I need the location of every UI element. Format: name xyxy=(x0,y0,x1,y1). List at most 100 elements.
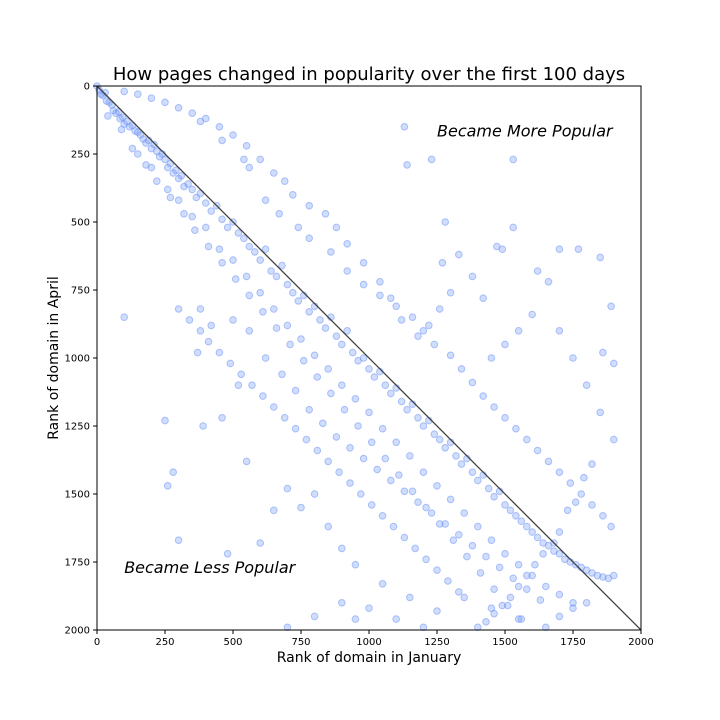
data-point xyxy=(542,582,550,591)
data-point xyxy=(433,566,441,575)
data-point xyxy=(392,302,401,311)
data-point xyxy=(313,373,322,381)
data-point xyxy=(196,117,205,126)
data-point xyxy=(188,185,196,194)
y-tick-label: 2000 xyxy=(65,626,90,637)
data-point xyxy=(607,522,615,531)
data-point xyxy=(291,424,300,433)
data-point xyxy=(313,446,322,455)
data-point xyxy=(397,316,406,324)
data-point xyxy=(207,207,215,215)
data-point xyxy=(463,552,471,561)
data-point xyxy=(332,223,341,232)
data-point xyxy=(256,539,265,547)
data-point xyxy=(376,278,384,286)
data-point xyxy=(571,498,580,507)
data-point xyxy=(441,444,450,452)
data-point xyxy=(294,223,303,232)
data-point xyxy=(528,571,537,580)
data-point xyxy=(397,397,406,406)
data-point xyxy=(340,405,349,414)
data-point xyxy=(370,373,379,381)
data-point xyxy=(555,612,564,621)
data-point xyxy=(498,601,507,610)
data-point xyxy=(582,381,591,390)
data-point xyxy=(215,348,224,357)
data-point xyxy=(319,419,327,428)
data-point xyxy=(490,609,498,618)
data-point xyxy=(332,332,341,341)
data-point xyxy=(555,468,564,477)
x-tick-label: 750 xyxy=(291,637,310,648)
data-point xyxy=(419,623,428,632)
data-point xyxy=(196,327,205,335)
data-point xyxy=(411,544,420,553)
data-point xyxy=(136,131,145,139)
data-point xyxy=(514,582,523,591)
data-point xyxy=(490,492,498,501)
data-point xyxy=(389,522,398,531)
data-point xyxy=(150,140,158,149)
data-point xyxy=(457,460,466,468)
x-tick-label: 0 xyxy=(94,637,100,648)
data-point xyxy=(474,522,482,531)
data-point xyxy=(487,354,496,362)
data-point xyxy=(294,297,303,305)
data-point xyxy=(134,90,142,98)
y-tick-label: 500 xyxy=(71,218,90,229)
x-axis-ticks: 0 250 500 750 1000 1250 1500 1750 2000 xyxy=(94,630,654,648)
data-point xyxy=(367,438,376,447)
y-tick-label: 250 xyxy=(71,150,90,161)
data-point xyxy=(435,520,444,528)
data-point xyxy=(406,593,414,602)
data-point xyxy=(503,601,512,610)
data-point xyxy=(542,623,550,632)
data-point xyxy=(599,348,607,357)
data-point xyxy=(536,596,545,604)
data-point xyxy=(248,381,256,390)
data-point xyxy=(177,172,186,180)
data-point xyxy=(251,248,259,256)
data-point xyxy=(419,422,428,430)
data-point xyxy=(286,340,294,349)
data-point xyxy=(174,305,183,313)
data-point xyxy=(455,588,463,596)
data-point xyxy=(555,550,564,558)
diagonal-reference-line xyxy=(96,85,642,631)
data-point xyxy=(359,454,368,463)
data-point xyxy=(482,618,490,626)
data-point xyxy=(610,571,618,580)
data-point xyxy=(142,161,150,169)
data-point xyxy=(351,615,360,623)
data-point xyxy=(231,275,240,283)
data-point xyxy=(297,335,305,343)
data-point xyxy=(180,210,188,218)
data-point xyxy=(237,370,245,379)
data-point xyxy=(104,112,112,120)
x-tick-label: 1750 xyxy=(560,637,585,648)
data-point xyxy=(297,503,305,512)
data-point xyxy=(501,550,509,558)
data-point xyxy=(468,378,477,387)
x-tick-label: 1250 xyxy=(424,637,449,648)
data-point xyxy=(316,316,324,324)
y-tick-label: 0 xyxy=(84,82,90,93)
data-point xyxy=(359,259,368,267)
data-point xyxy=(261,245,270,253)
data-point xyxy=(242,457,251,466)
data-point xyxy=(588,501,596,509)
data-point xyxy=(346,479,354,487)
data-point xyxy=(569,599,577,607)
data-point xyxy=(117,125,126,134)
data-point xyxy=(204,242,213,251)
data-point xyxy=(414,414,422,422)
data-point xyxy=(408,487,417,496)
data-point xyxy=(196,305,205,313)
x-tick-label: 2000 xyxy=(628,637,653,648)
y-axis-ticks: 0 250 500 750 1000 1250 1500 1750 2000 xyxy=(65,82,97,637)
data-point xyxy=(240,155,248,164)
data-point xyxy=(202,199,210,207)
data-point xyxy=(514,615,523,623)
data-point xyxy=(291,386,300,395)
data-point xyxy=(378,512,387,520)
